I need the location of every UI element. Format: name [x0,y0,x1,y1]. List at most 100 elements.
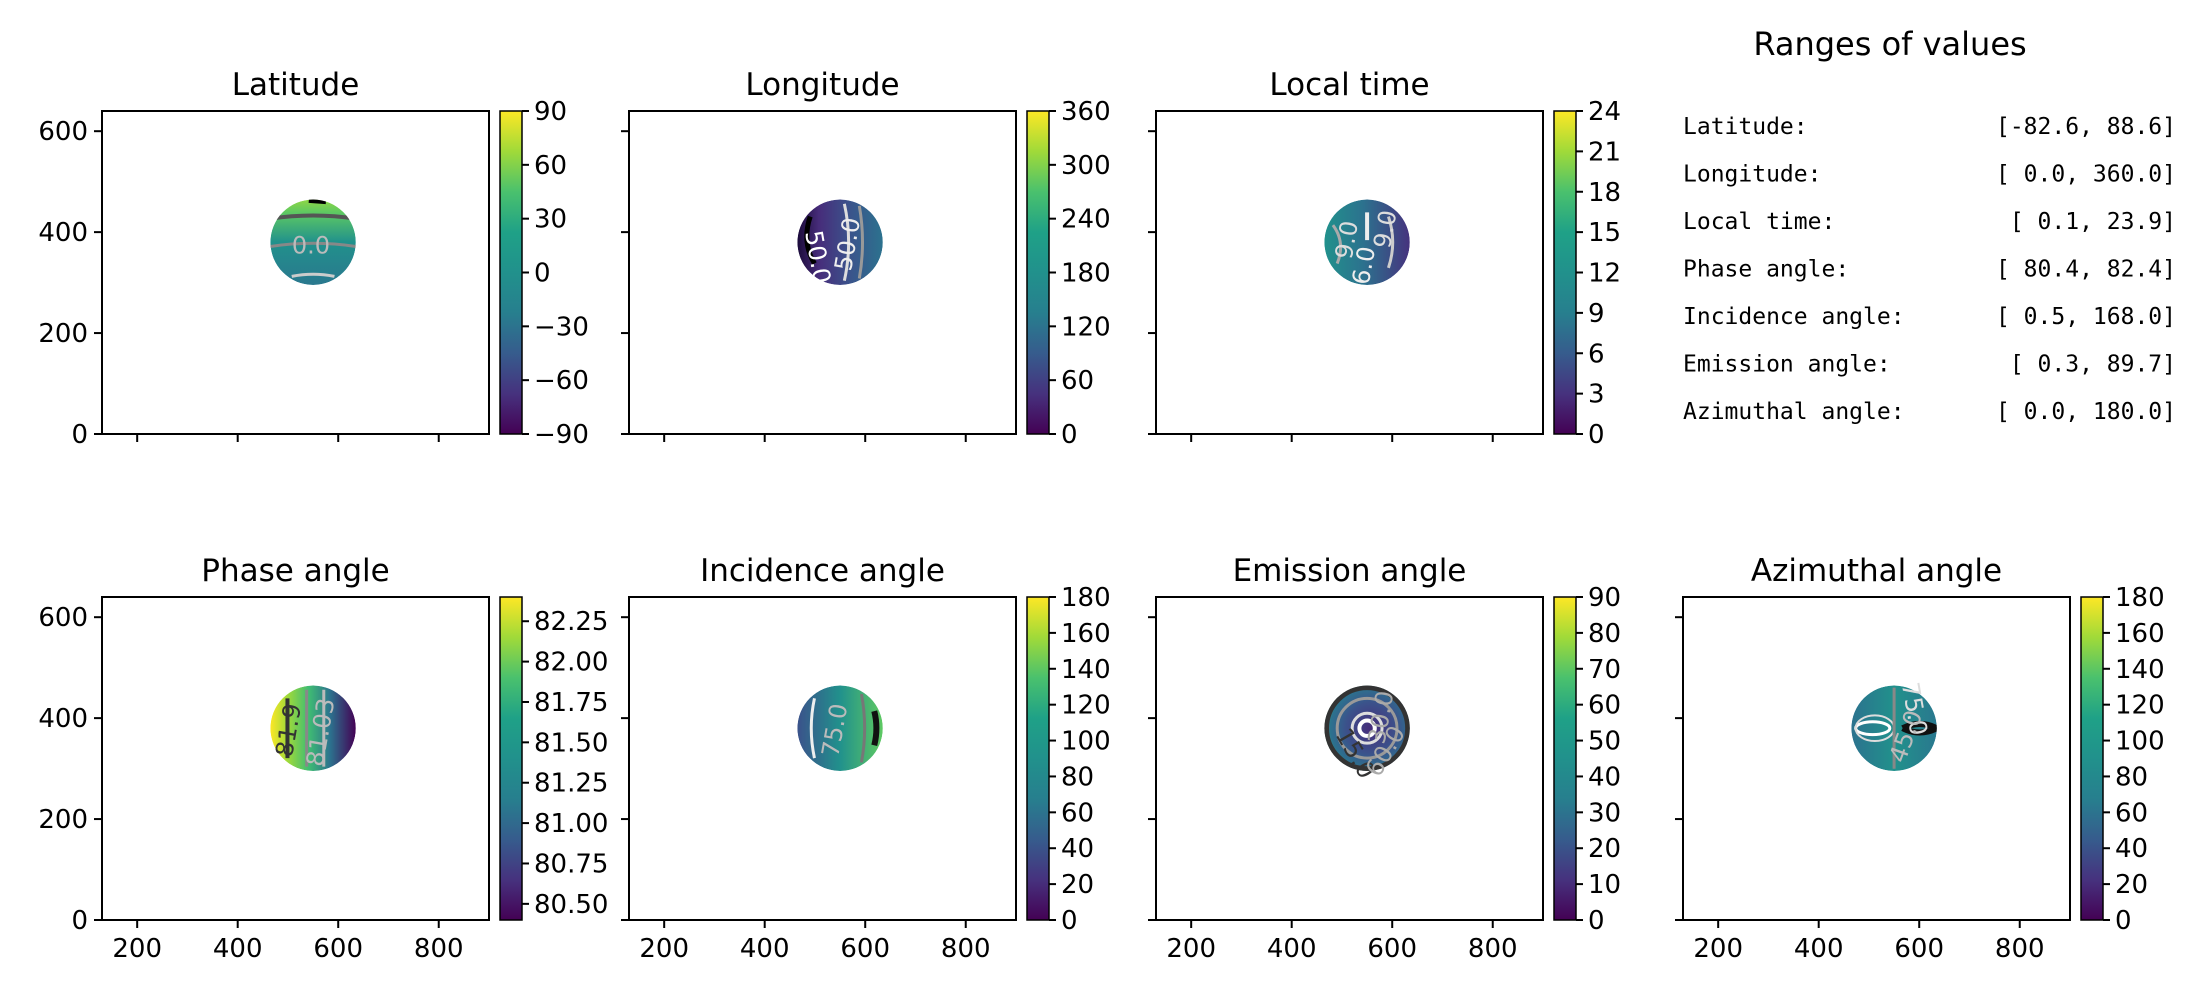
range-label: Azimuthal angle: [1683,399,1905,425]
contour-line [809,698,816,759]
ranges-panel: Ranges of values Latitude: [-82.6, 88.6]L… [1683,25,2176,425]
colorbar-tick-label: 80.75 [534,849,608,879]
colorbar-tick-label: 81.25 [534,769,608,799]
range-value: [-82.6, 88.6] [1996,114,2176,140]
colorbar-tick-label: 21 [1588,137,1621,167]
colorbar-tick-label: −60 [534,366,589,396]
planet-disk [1851,685,1937,771]
colorbar: 82.25 82.00 81.75 81.50 81.25 81.00 80.75 80.50 [499,596,608,921]
planet-disk [1324,685,1410,771]
colorbar-tick-label: 360 [1061,97,1111,127]
range-label: Emission angle: [1683,352,1891,378]
colorbar-tick-label: 60 [534,151,567,181]
contour-label: 9.0 [1330,219,1364,261]
y-tick-label: 0 [71,906,88,936]
panel-title: Latitude [232,67,360,103]
x-tick-label: 600 [313,934,363,964]
colorbar-tick-label: 20 [1588,834,1621,864]
y-tick-label: 600 [38,603,88,633]
contour-label: 9.0 [1368,208,1402,250]
colorbar-tick-label: 24 [1588,97,1621,127]
colorbar-tick-label: −90 [534,420,589,450]
contour-label: 6.0 [1347,244,1381,286]
y-tick-label: 600 [38,117,88,147]
colorbar-tick-label: 40 [1588,762,1621,792]
colorbar-tick-label: 40 [2115,834,2148,864]
y-tick-label: 200 [38,805,88,835]
x-tick-label: 600 [1367,934,1417,964]
range-value: [ 0.0, 180.0] [1996,399,2176,425]
axes-frame [1682,596,2071,921]
axes-frame [628,596,1017,921]
range-label: Phase angle: [1683,257,1849,283]
axes-frame [628,110,1017,435]
colorbar-tick-label: 50 [1588,727,1621,757]
contour-line [1357,718,1377,738]
colorbar-tick-label: 90 [534,97,567,127]
colorbar-tick-label: 82.25 [534,607,608,637]
colorbar-tick-label: 180 [1061,583,1111,613]
colorbar-tick-label: 100 [2115,727,2165,757]
range-label: Incidence angle: [1683,304,1905,330]
colorbar-gradient [1553,110,1577,435]
colorbar-tick-label: 70 [1588,655,1621,685]
disk-fill [270,685,356,771]
x-tick-label: 200 [639,934,689,964]
colorbar-tick-label: −30 [534,312,589,342]
range-value: [ 0.3, 89.7] [2010,352,2176,378]
panel-title: Azimuthal angle [1751,553,2002,589]
range-value: [ 80.4, 82.4] [1996,257,2176,283]
colorbar-gradient [2080,596,2104,921]
x-tick-label: 400 [740,934,790,964]
axes-frame [1155,596,1544,921]
x-tick-label: 800 [941,934,991,964]
range-row: Emission angle: [ 0.3, 89.7] [1683,352,2176,378]
colorbar-gradient [499,110,523,435]
colorbar-tick-label: 20 [2115,870,2148,900]
contour-line [1901,725,1937,736]
y-tick-label: 400 [38,704,88,734]
colorbar-tick-label: 0 [1588,420,1605,450]
colorbar-tick-label: 60 [1061,798,1094,828]
y-tick-label: 200 [38,319,88,349]
x-tick-label: 200 [112,934,162,964]
range-label: Longitude: [1683,162,1821,188]
colorbar-tick-label: 120 [1061,312,1111,342]
colorbar: 180 160 140 120 100 80 60 40 20 0 [1026,583,1111,936]
colorbar: 24 21 18 15 12 9 6 3 0 [1553,97,1621,450]
colorbar-tick-label: 6 [1588,339,1605,369]
colorbar-tick-label: 0 [1588,906,1605,936]
panel-local-time: Local time 9.0 9.06.0 24 21 18 15 12 9 6 3 0 [1148,67,1621,450]
colorbar-tick-label: 140 [2115,655,2165,685]
range-value: [ 0.5, 168.0] [1996,304,2176,330]
contour-line [842,203,851,281]
range-row: Phase angle: [ 80.4, 82.4] [1683,257,2176,283]
colorbar-tick-label: 90 [1588,583,1621,613]
colorbar-gradient [499,596,523,921]
colorbar-gradient [1553,596,1577,921]
colorbar-tick-label: 180 [1061,259,1111,289]
panel-title: Local time [1269,67,1429,103]
contour-label: 0.0 [292,231,330,259]
contour-line [859,693,867,763]
colorbar-gradient [1026,596,1050,921]
contour-line [857,205,864,279]
colorbar-tick-label: 80 [1061,762,1094,792]
x-tick-label: 800 [1468,934,1518,964]
colorbar-tick-label: 60 [2115,798,2148,828]
colorbar-tick-label: 80 [2115,762,2148,792]
colorbar: 360 300 240 180 120 60 0 [1026,97,1111,450]
x-tick-label: 600 [1894,934,1944,964]
x-tick-label: 600 [840,934,890,964]
panel-title: Longitude [745,67,899,103]
colorbar-tick-label: 82.00 [534,648,608,678]
colorbar-tick-label: 81.00 [534,809,608,839]
colorbar-tick-label: 120 [2115,691,2165,721]
colorbar-tick-label: 80 [1588,619,1621,649]
range-row: Local time: [ 0.1, 23.9] [1683,209,2176,235]
